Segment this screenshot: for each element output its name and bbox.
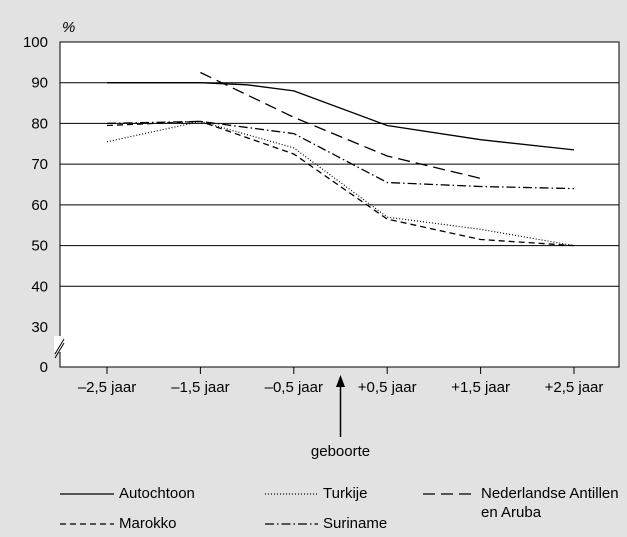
axis-break-marker	[54, 338, 65, 359]
series-line-long-dash	[200, 71, 481, 180]
y-tick-label: 30	[31, 319, 48, 336]
legend-label: Marokko	[119, 515, 177, 532]
birth-annotation: geboorte	[311, 443, 370, 460]
legend-label: Suriname	[323, 515, 388, 532]
y-tick-label: 40	[31, 278, 48, 295]
series-line-dash-dot	[106, 120, 575, 190]
y-tick-label: 60	[31, 197, 48, 214]
x-tick-label: –0,5 jaar	[265, 379, 323, 396]
series-line-solid	[107, 82, 575, 151]
y-tick-label: 80	[31, 115, 48, 132]
y-axis-label: %	[62, 19, 75, 36]
y-tick-label: 100	[23, 34, 48, 51]
x-tick-label: –1,5 jaar	[171, 379, 229, 396]
x-tick-label: –2,5 jaar	[78, 379, 136, 396]
birth-arrowhead	[336, 375, 345, 387]
legend-label: Autochtoon	[119, 485, 195, 502]
x-tick-label: +2,5 jaar	[545, 379, 604, 396]
legend-label: Turkije	[323, 485, 368, 502]
y-tick-label: 0	[40, 359, 48, 376]
y-tick-label: 50	[31, 238, 48, 255]
x-tick-label: +0,5 jaar	[358, 379, 417, 396]
y-tick-label: 70	[31, 156, 48, 173]
legend-label: Nederlandse Antillen en Aruba	[481, 485, 619, 521]
x-tick-label: +1,5 jaar	[451, 379, 510, 396]
y-tick-label: 90	[31, 75, 48, 92]
